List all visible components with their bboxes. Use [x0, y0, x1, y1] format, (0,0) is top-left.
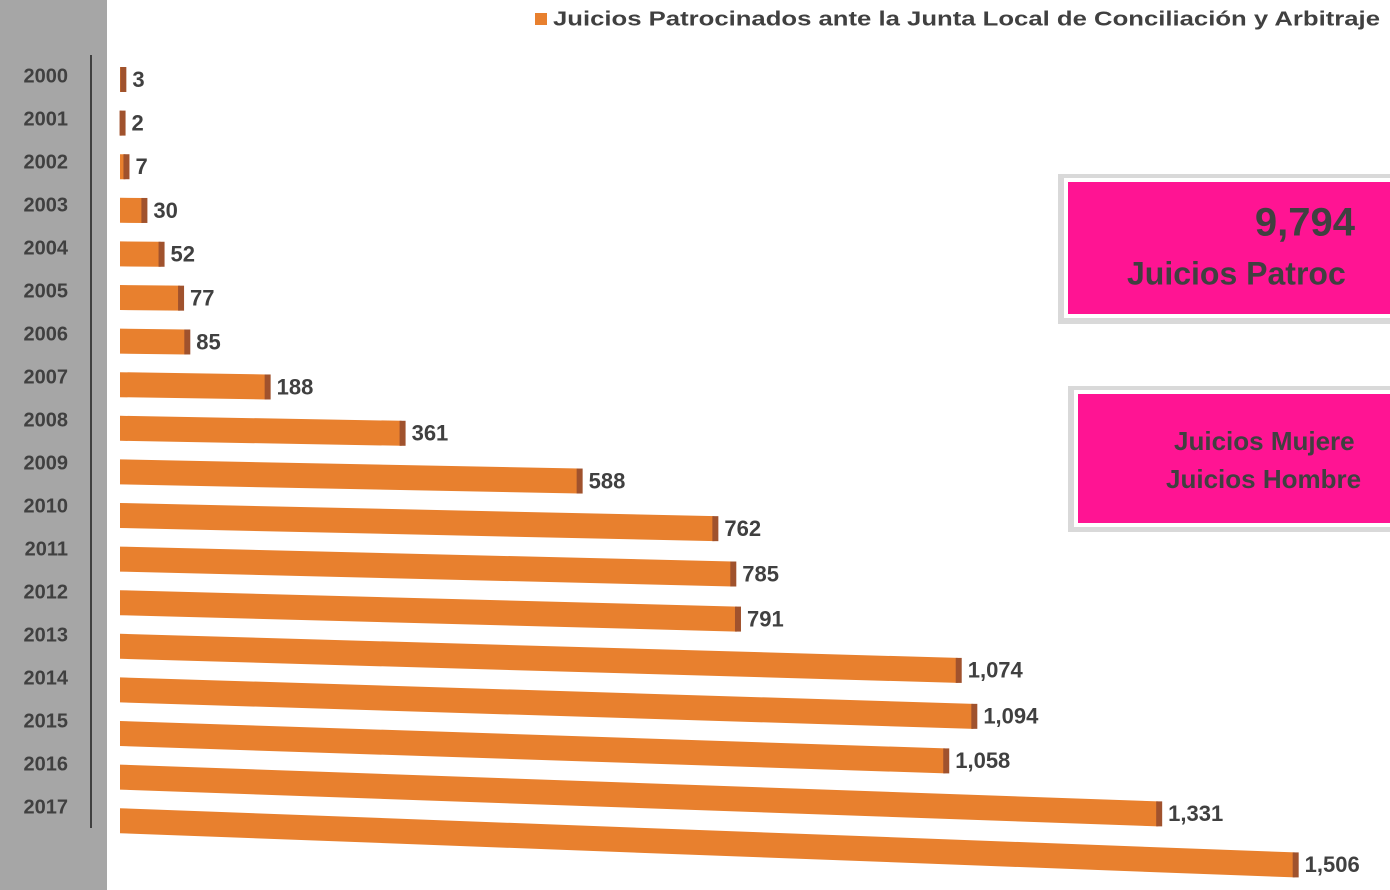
- value-label: 791: [747, 606, 784, 631]
- men-label: Juicios Hombre: [1166, 464, 1361, 494]
- women-label: Juicios Mujere: [1174, 426, 1355, 456]
- y-tick-label: 2014: [24, 667, 69, 689]
- value-label: 1,094: [983, 704, 1039, 729]
- gender-box: [1074, 390, 1390, 527]
- value-label: 188: [277, 374, 314, 399]
- legend-swatch: [535, 13, 547, 25]
- bar-cap: [734, 606, 741, 632]
- bar-cap: [184, 329, 191, 355]
- bar-cap: [1156, 801, 1163, 827]
- value-label: 52: [171, 242, 195, 267]
- bar: [120, 459, 579, 494]
- bar: [120, 721, 946, 774]
- y-tick-label: 2006: [24, 323, 69, 345]
- bar: [120, 372, 267, 400]
- bar-cap: [955, 657, 962, 683]
- value-label: 361: [412, 421, 449, 446]
- bar-cap: [264, 374, 271, 400]
- value-label: 30: [153, 198, 177, 223]
- bar: [120, 590, 737, 632]
- value-label: 762: [724, 516, 761, 541]
- bar-cap: [971, 703, 978, 729]
- bar: [120, 546, 733, 587]
- value-label: 3: [132, 67, 144, 92]
- bar-cap: [119, 110, 126, 136]
- bar: [120, 677, 974, 729]
- bar-cap: [712, 516, 719, 542]
- bar: [120, 415, 402, 446]
- bar-cap: [178, 285, 185, 311]
- bar: [120, 503, 715, 542]
- bar: [120, 285, 181, 311]
- y-tick-label: 2000: [24, 65, 69, 87]
- y-tick-label: 2012: [24, 581, 69, 603]
- value-label: 77: [190, 285, 214, 310]
- y-tick-label: 2001: [24, 108, 69, 130]
- value-label: 1,058: [955, 748, 1010, 773]
- total-box: [1064, 178, 1390, 318]
- y-tick-label: 2008: [24, 409, 69, 431]
- bar-cap: [120, 67, 127, 92]
- y-tick-label: 2011: [25, 538, 68, 560]
- y-tick-label: 2015: [24, 710, 69, 732]
- value-label: 1,331: [1168, 801, 1223, 826]
- bar-cap: [943, 748, 950, 774]
- y-tick-label: 2003: [24, 194, 69, 216]
- bar-cap: [123, 154, 130, 180]
- y-tick-label: 2002: [24, 151, 69, 173]
- y-tick-label: 2007: [24, 366, 69, 388]
- bar: [120, 764, 1159, 827]
- bar-cap: [141, 197, 148, 223]
- bar: [120, 633, 958, 683]
- value-label: 1,506: [1305, 852, 1360, 877]
- value-label: 785: [742, 561, 779, 586]
- bar: [120, 241, 161, 267]
- y-tick-label: 2010: [24, 495, 69, 517]
- y-tick-label: 2013: [24, 624, 69, 646]
- y-tick-label: 2004: [24, 237, 69, 259]
- total-value: 9,794: [1255, 201, 1356, 245]
- y-tick-label: 2005: [24, 280, 69, 302]
- y-tick-label: 2016: [24, 753, 69, 775]
- bar-cap: [730, 561, 737, 587]
- value-label: 7: [135, 154, 147, 179]
- bar-cap: [1292, 852, 1299, 878]
- value-label: 85: [196, 329, 220, 354]
- bar: [120, 808, 1295, 878]
- total-label: Juicios Patroc: [1127, 255, 1346, 291]
- bar-cap: [576, 468, 583, 494]
- y-tick-label: 2009: [24, 452, 69, 474]
- y-tick-label: 2017: [24, 796, 69, 818]
- value-label: 2: [132, 110, 144, 135]
- value-label: 588: [589, 468, 626, 493]
- bar-cap: [158, 241, 165, 267]
- bar-cap: [399, 420, 406, 446]
- legend-label: Juicios Patrocinados ante la Junta Local…: [553, 8, 1380, 30]
- bar: [120, 197, 144, 223]
- side-strip: [0, 0, 107, 890]
- value-label: 1,074: [968, 658, 1024, 683]
- bar: [120, 328, 187, 355]
